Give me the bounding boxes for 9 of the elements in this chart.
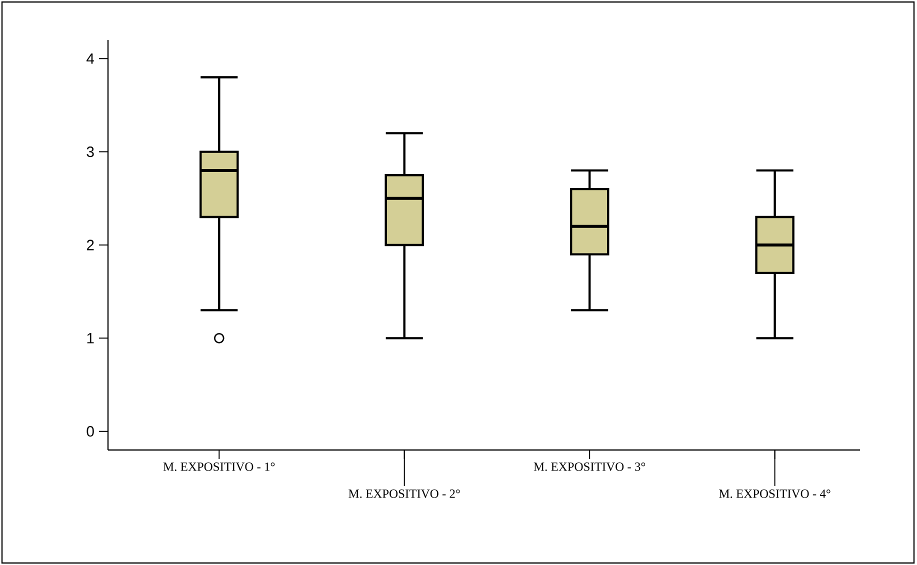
y-tick-label: 1	[87, 333, 94, 344]
y-tick-label: 4	[86, 53, 94, 64]
x-tick-label: M. EXPOSITIVO - 2°	[348, 490, 460, 498]
y-tick-label: 2	[86, 240, 94, 250]
x-tick-label: M. EXPOSITIVO - 3°	[534, 462, 646, 471]
x-tick-label: M. EXPOSITIVO - 1°	[163, 462, 275, 471]
y-tick-label: 3	[86, 146, 94, 158]
y-tick-label: 0	[86, 426, 94, 437]
x-tick-label: M. EXPOSITIVO - 4°	[719, 490, 830, 498]
